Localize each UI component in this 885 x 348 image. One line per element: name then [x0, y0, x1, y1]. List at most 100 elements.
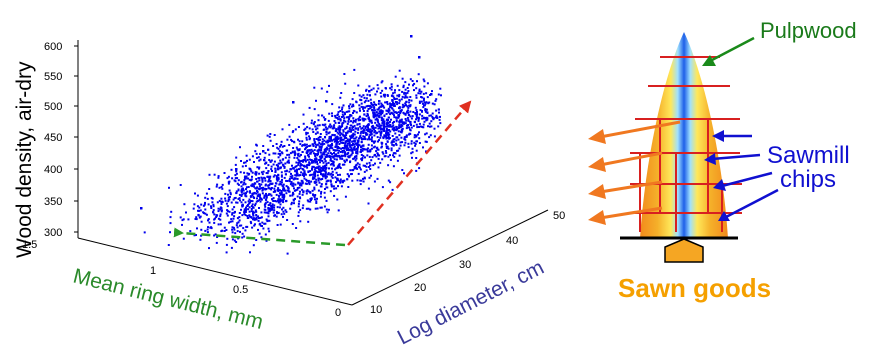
- scatter-point: [236, 217, 239, 220]
- scatter-point: [255, 178, 258, 180]
- scatter-point: [267, 170, 270, 173]
- scatter-point: [245, 192, 247, 195]
- scatter-point: [359, 115, 361, 118]
- scatter-point: [311, 177, 314, 180]
- scatter-point: [279, 199, 282, 202]
- scatter-point: [240, 189, 243, 192]
- scatter-point: [338, 154, 341, 157]
- scatter-point: [258, 183, 261, 185]
- scatter-point: [271, 198, 274, 201]
- scatter-point: [329, 126, 332, 129]
- scatter-point: [318, 149, 321, 152]
- scatter-point: [263, 208, 266, 211]
- scatter-point: [329, 156, 331, 158]
- scatter-point: [314, 175, 317, 178]
- scatter-point: [226, 177, 229, 180]
- scatter-point: [320, 147, 323, 150]
- scatter-point: [280, 183, 283, 186]
- scatter-point: [389, 130, 392, 133]
- scatter-point: [389, 181, 392, 184]
- scatter-point: [353, 140, 356, 143]
- scatter-point: [204, 229, 207, 232]
- scatter-point: [230, 168, 233, 171]
- scatter-point: [250, 170, 253, 173]
- scatter-point: [347, 155, 350, 158]
- scatter-point: [252, 218, 254, 221]
- scatter-point: [366, 154, 369, 157]
- scatter-point: [347, 147, 350, 150]
- scatter-point: [373, 107, 376, 110]
- scatter-point: [305, 192, 308, 195]
- scatter-point: [307, 190, 310, 193]
- scatter-point: [390, 111, 393, 114]
- scatter-point: [374, 93, 377, 96]
- scatter-point: [334, 137, 337, 140]
- scatter-point: [301, 193, 304, 196]
- scatter-point: [313, 186, 316, 189]
- scatter-point: [382, 124, 385, 127]
- scatter-point: [417, 117, 420, 120]
- scatter-point: [251, 206, 254, 209]
- scatter-point: [299, 182, 302, 185]
- scatter-point: [390, 104, 393, 107]
- scatter-point: [273, 189, 276, 192]
- scatter-point: [262, 170, 265, 173]
- scatter-point: [370, 125, 373, 128]
- scatter-point: [270, 194, 273, 197]
- scatter-point: [193, 234, 196, 237]
- scatter-point: [388, 109, 391, 112]
- scatter-point: [279, 203, 282, 206]
- scatter-point: [304, 148, 306, 151]
- scatter-point: [258, 185, 261, 188]
- scatter-point: [380, 81, 383, 84]
- scatter-point: [355, 166, 358, 169]
- scatter-point: [288, 190, 291, 193]
- scatter-point: [306, 166, 309, 169]
- scatter-point: [227, 196, 230, 199]
- scatter-point: [398, 106, 401, 109]
- scatter-point: [324, 156, 327, 158]
- scatter-point: [415, 169, 418, 172]
- scatter-point: [407, 146, 410, 149]
- scatter-point: [280, 190, 283, 192]
- scatter-point: [208, 247, 210, 250]
- scatter-point: [332, 173, 334, 176]
- scatter-point: [231, 231, 234, 234]
- scatter-point: [415, 157, 418, 159]
- scatter-point: [246, 177, 249, 180]
- scatter-point: [397, 149, 400, 152]
- scatter-point: [245, 175, 248, 178]
- scatter-point: [365, 165, 368, 168]
- z-tick-label: 450: [44, 132, 62, 144]
- scatter-point: [194, 218, 197, 220]
- scatter-point: [352, 142, 354, 145]
- scatter-point: [318, 138, 321, 141]
- scatter-point: [370, 131, 373, 134]
- scatter-point: [225, 251, 228, 254]
- scatter-point: [234, 163, 237, 166]
- scatter-point: [419, 109, 422, 112]
- scatter-point: [369, 107, 372, 110]
- scatter-point: [276, 206, 279, 209]
- scatter-point: [333, 138, 335, 141]
- scatter-point: [268, 178, 271, 181]
- scatter-point: [310, 161, 313, 164]
- scatter-point: [383, 128, 386, 130]
- scatter-point: [413, 120, 416, 123]
- scatter-point: [333, 187, 336, 190]
- scatter-point: [315, 202, 318, 204]
- scatter-point: [380, 142, 383, 145]
- scatter-point: [344, 127, 347, 130]
- scatter-point: [337, 145, 340, 148]
- scatter-point: [328, 147, 331, 150]
- scatter-point: [282, 206, 285, 209]
- scatter-point: [385, 147, 388, 149]
- scatter-point: [271, 207, 273, 210]
- scatter-point: [315, 200, 318, 203]
- scatter-point: [266, 175, 269, 178]
- scatter-point: [380, 113, 383, 116]
- scatter-point: [237, 183, 240, 186]
- scatter-point: [311, 160, 314, 163]
- scatter-point: [383, 121, 386, 124]
- scatter-point: [296, 187, 299, 189]
